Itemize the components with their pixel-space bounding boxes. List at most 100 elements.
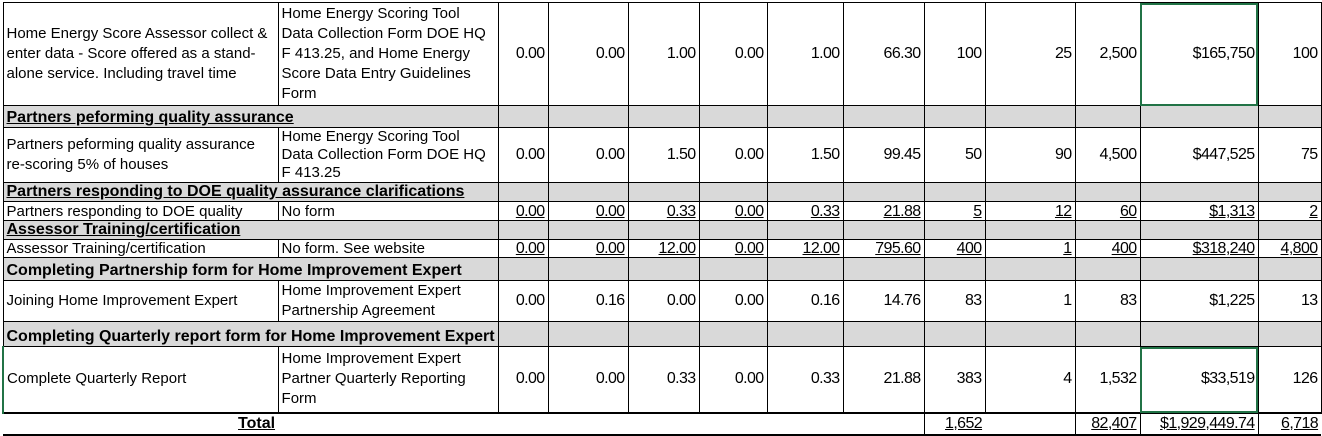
empty-cell[interactable]	[1139, 220, 1259, 240]
empty-cell[interactable]	[698, 220, 768, 240]
total-last[interactable]: 6,718	[1257, 411, 1322, 436]
value-cell[interactable]: 0.00	[497, 201, 549, 221]
value-cell[interactable]: 5	[923, 201, 986, 221]
value-cell[interactable]: 1,532	[1074, 346, 1141, 413]
value-cell[interactable]: 0.00	[698, 2, 768, 106]
value-cell[interactable]: 0.33	[627, 346, 700, 413]
section-title-cell[interactable]: Partners responding to DOE quality assur…	[2, 182, 499, 202]
value-cell[interactable]: 0.00	[497, 239, 549, 258]
value-cell[interactable]: 0.00	[547, 201, 629, 221]
empty-cell[interactable]	[627, 182, 700, 202]
empty-cell[interactable]	[698, 257, 768, 281]
empty-cell[interactable]	[842, 321, 925, 347]
value-cell[interactable]: 1.00	[766, 2, 844, 106]
empty-cell[interactable]	[766, 105, 844, 128]
empty-cell[interactable]	[1139, 257, 1259, 281]
empty-cell[interactable]	[766, 220, 844, 240]
value-cell[interactable]: 83	[1074, 280, 1141, 322]
empty-cell[interactable]	[698, 321, 768, 347]
empty-cell[interactable]	[842, 257, 925, 281]
empty-cell[interactable]	[497, 182, 549, 202]
empty-cell[interactable]	[985, 411, 1076, 436]
value-cell[interactable]: 383	[923, 346, 986, 413]
empty-cell[interactable]	[627, 257, 700, 281]
empty-cell[interactable]	[842, 220, 925, 240]
empty-cell[interactable]	[1074, 182, 1141, 202]
empty-cell[interactable]	[842, 182, 925, 202]
empty-cell[interactable]	[1074, 257, 1141, 281]
empty-cell[interactable]	[984, 220, 1076, 240]
empty-cell[interactable]	[1257, 182, 1322, 202]
activity-cell[interactable]: Complete Quarterly Report	[1, 346, 279, 413]
empty-cell[interactable]	[1257, 321, 1322, 347]
form-cell[interactable]: No form. See website	[277, 239, 499, 258]
empty-cell[interactable]	[547, 321, 629, 347]
empty-cell[interactable]	[627, 105, 700, 128]
value-cell[interactable]: 1	[984, 280, 1076, 322]
section-title-cell[interactable]: Assessor Training/certification	[2, 220, 499, 240]
empty-cell[interactable]	[923, 182, 986, 202]
value-cell[interactable]: 2	[1257, 201, 1322, 221]
section-title-cell[interactable]: Completing Quarterly report form for Hom…	[2, 321, 499, 347]
empty-cell[interactable]	[923, 105, 986, 128]
value-cell[interactable]: 21.88	[842, 346, 925, 413]
value-cell[interactable]: 12	[984, 201, 1076, 221]
value-cell[interactable]: 400	[923, 239, 986, 258]
empty-cell[interactable]	[497, 257, 549, 281]
value-cell[interactable]: 4	[984, 346, 1076, 413]
value-cell[interactable]: 83	[923, 280, 986, 322]
value-cell[interactable]: 12.00	[766, 239, 844, 258]
value-cell[interactable]: 0.33	[766, 201, 844, 221]
empty-cell[interactable]	[497, 321, 549, 347]
value-cell[interactable]: $33,519	[1139, 346, 1259, 413]
form-cell[interactable]: Home Energy Scoring Tool Data Collection…	[277, 2, 499, 106]
value-cell[interactable]: 4,500	[1074, 127, 1141, 183]
activity-cell[interactable]: Partners responding to DOE quality	[2, 201, 279, 221]
value-cell[interactable]: 0.00	[497, 127, 549, 183]
empty-cell[interactable]	[547, 105, 629, 128]
empty-cell[interactable]	[627, 220, 700, 240]
value-cell[interactable]: 0.00	[698, 239, 768, 258]
empty-cell[interactable]	[923, 220, 986, 240]
value-cell[interactable]: 0.00	[698, 346, 768, 413]
value-cell[interactable]: 0.00	[698, 280, 768, 322]
value-cell[interactable]: 50	[923, 127, 986, 183]
activity-cell[interactable]: Assessor Training/certification	[2, 239, 279, 258]
form-cell[interactable]: Home Energy Scoring Tool Data Collection…	[277, 127, 499, 183]
empty-cell[interactable]	[766, 321, 844, 347]
empty-cell[interactable]	[547, 182, 629, 202]
value-cell[interactable]: 0.16	[547, 280, 629, 322]
empty-cell[interactable]	[497, 220, 549, 240]
form-cell[interactable]: Home Improvement Expert Partnership Agre…	[277, 280, 499, 322]
activity-cell[interactable]: Joining Home Improvement Expert	[2, 280, 279, 322]
value-cell[interactable]: 1.00	[627, 2, 700, 106]
empty-cell[interactable]	[627, 321, 700, 347]
empty-cell[interactable]	[1257, 220, 1322, 240]
value-cell[interactable]: $447,525	[1139, 127, 1259, 183]
empty-cell[interactable]	[547, 257, 629, 281]
value-cell[interactable]: 12.00	[627, 239, 700, 258]
empty-cell[interactable]	[766, 182, 844, 202]
value-cell[interactable]: 1.50	[766, 127, 844, 183]
empty-cell[interactable]	[984, 321, 1076, 347]
total-cost[interactable]: $1,929,449.74	[1139, 411, 1259, 436]
value-cell[interactable]: 21.88	[842, 201, 925, 221]
section-title-cell[interactable]: Completing Partnership form for Home Imp…	[2, 257, 499, 281]
total-label[interactable]: Total	[3, 411, 279, 436]
empty-cell[interactable]	[766, 257, 844, 281]
empty-cell[interactable]	[698, 105, 768, 128]
value-cell[interactable]: 0.00	[698, 127, 768, 183]
value-cell[interactable]: 0.00	[547, 346, 629, 413]
activity-cell[interactable]: Home Energy Score Assessor collect & ent…	[2, 2, 279, 106]
empty-cell[interactable]	[1257, 257, 1322, 281]
value-cell[interactable]: 0.00	[547, 127, 629, 183]
empty-cell[interactable]	[923, 257, 986, 281]
value-cell[interactable]: 90	[984, 127, 1076, 183]
value-cell[interactable]: 0.33	[627, 201, 700, 221]
empty-cell[interactable]	[1139, 105, 1259, 128]
empty-cell[interactable]	[923, 321, 986, 347]
empty-cell[interactable]	[497, 105, 549, 128]
empty-cell[interactable]	[842, 105, 925, 128]
value-cell[interactable]: 100	[1257, 2, 1322, 106]
empty-cell[interactable]	[984, 182, 1076, 202]
